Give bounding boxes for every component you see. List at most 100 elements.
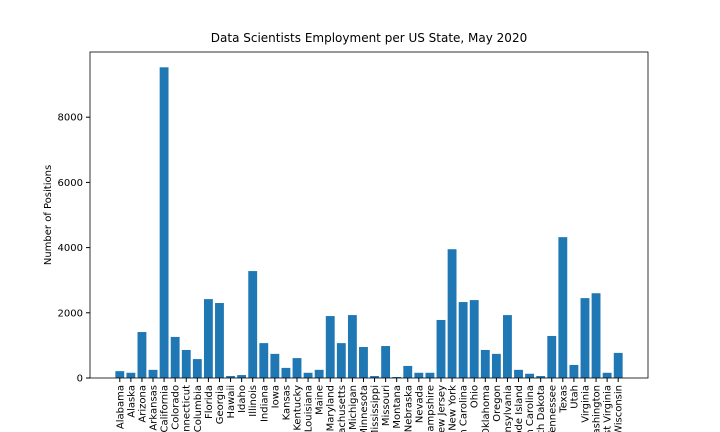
bar xyxy=(126,372,136,378)
x-tick-label: North Carolina xyxy=(459,385,470,432)
bar xyxy=(281,367,291,378)
bar xyxy=(181,349,191,378)
x-tick-label: Nevada xyxy=(414,385,425,423)
bar xyxy=(336,343,346,378)
bar xyxy=(536,376,546,378)
bar xyxy=(314,369,324,378)
y-tick-label: 0 xyxy=(77,374,83,385)
x-tick-label: District of Columbia xyxy=(193,385,204,432)
x-tick-label: New Hampshire xyxy=(425,385,436,432)
bar xyxy=(580,298,590,378)
bar xyxy=(303,372,313,378)
bar xyxy=(115,371,125,378)
x-tick-label: Oregon xyxy=(492,385,503,422)
x-tick-label: Kentucky xyxy=(293,385,304,431)
x-tick-label: Arkansas xyxy=(149,385,160,431)
bar xyxy=(215,303,224,378)
x-tick-label: Colorado xyxy=(171,385,182,430)
bar xyxy=(602,372,612,378)
x-tick-label: Indiana xyxy=(259,385,270,422)
x-tick-label: Hawaii xyxy=(226,385,237,419)
x-tick-label: Washington xyxy=(592,385,603,432)
x-tick-label: Virginia xyxy=(580,385,591,423)
x-tick-label: Michigan xyxy=(348,385,359,430)
bar xyxy=(591,293,601,378)
bar xyxy=(525,373,535,378)
bar xyxy=(292,358,302,378)
bar xyxy=(248,271,258,378)
bar xyxy=(359,347,368,378)
bar xyxy=(491,353,501,378)
x-tick-label: Pennsylvania xyxy=(503,385,514,432)
bar xyxy=(170,336,180,378)
x-tick-label: Missouri xyxy=(381,385,392,426)
x-tick-label: Illinois xyxy=(248,385,259,417)
x-tick-label: Mississippi xyxy=(370,385,381,432)
bar xyxy=(469,300,479,378)
x-tick-label: Texas xyxy=(558,385,569,414)
x-tick-label: Maryland xyxy=(326,385,337,431)
bar xyxy=(480,349,490,378)
bar xyxy=(392,377,402,378)
x-tick-label: Wisconsin xyxy=(614,385,625,432)
x-tick-label: Connecticut xyxy=(182,385,193,432)
bar xyxy=(237,375,247,378)
bar xyxy=(270,353,280,378)
x-tick-label: Nebraska xyxy=(403,385,414,432)
x-tick-label: Rhode Island xyxy=(514,385,525,432)
x-tick-label: New York xyxy=(448,385,459,431)
x-tick-label: South Carolina xyxy=(525,385,536,432)
x-tick-label: Iowa xyxy=(270,385,281,408)
bar xyxy=(425,372,435,378)
bar xyxy=(259,343,269,378)
y-tick-label: 2000 xyxy=(58,308,83,319)
bar xyxy=(381,346,391,378)
x-tick-label: Minnesota xyxy=(359,385,370,432)
bar xyxy=(347,315,357,378)
y-tick-label: 6000 xyxy=(58,178,83,189)
bar xyxy=(403,365,413,378)
x-tick-label: South Dakota xyxy=(536,385,547,432)
bar xyxy=(447,249,457,378)
bar xyxy=(613,352,623,378)
x-tick-label: Florida xyxy=(204,385,215,419)
x-tick-label: Oklahoma xyxy=(481,385,492,432)
x-tick-label: Maine xyxy=(315,385,326,415)
bar xyxy=(192,359,202,378)
x-tick-label: Alabama xyxy=(115,385,126,429)
bar xyxy=(370,376,379,378)
bar xyxy=(203,299,213,378)
bar xyxy=(148,369,158,378)
bar xyxy=(137,332,147,378)
x-tick-label: Massachusetts xyxy=(337,385,348,432)
x-tick-label: Arizona xyxy=(137,385,148,423)
bar xyxy=(547,335,557,378)
bar xyxy=(226,376,235,378)
x-tick-label: Ohio xyxy=(470,385,481,408)
x-tick-label: Louisiana xyxy=(304,385,315,432)
bar xyxy=(558,237,568,378)
bar xyxy=(569,364,579,378)
x-tick-label: Georgia xyxy=(215,385,226,424)
x-tick-label: Montana xyxy=(392,385,403,429)
x-tick-label: Alaska xyxy=(126,385,137,418)
x-tick-label: California xyxy=(160,385,171,432)
bar xyxy=(514,369,523,378)
x-tick-label: Kansas xyxy=(281,385,292,420)
x-tick-label: Tennessee xyxy=(547,385,558,432)
bar xyxy=(414,372,424,378)
bar xyxy=(436,319,446,378)
bar xyxy=(458,302,468,378)
bar xyxy=(325,316,335,378)
bar xyxy=(503,315,512,378)
bar xyxy=(159,67,169,379)
plot-frame xyxy=(89,51,649,379)
x-tick-label: Idaho xyxy=(237,385,248,413)
y-tick-label: 4000 xyxy=(58,243,83,254)
chart-title: Data Scientists Employment per US State,… xyxy=(211,31,527,45)
x-tick-label: West Virginia xyxy=(603,385,614,432)
y-tick-label: 8000 xyxy=(58,113,83,124)
x-tick-label: New Jersey xyxy=(436,385,447,432)
